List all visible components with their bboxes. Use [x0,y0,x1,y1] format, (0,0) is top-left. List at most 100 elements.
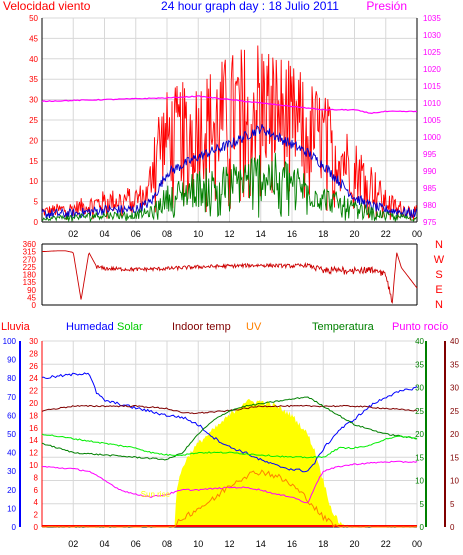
rain-tick-label: 24 [29,374,38,383]
y-tick-label: 25 [29,116,38,125]
humidity-label: Humedad [66,321,114,333]
humidity-tick-label: 50 [7,430,16,439]
y2-tick-label: 1030 [423,31,441,40]
y2-tick-label: 1020 [423,65,441,74]
y2-tick-label: 1025 [423,48,441,57]
wind-speed-title: Velocidad viento [3,0,91,13]
rain-tick-label: 12 [29,449,38,458]
wind-direction-series-line [42,250,418,304]
direction-tick-label: 90 [27,286,36,295]
temperature-panel: 0102030405060708090100024681012141618202… [3,337,460,549]
direction-tick-label: 45 [27,293,36,302]
solar-series-line [41,433,418,459]
y-tick-label: 35 [29,75,38,84]
humidity-tick-label: 90 [7,356,16,365]
x-tick-label: 08 [162,539,172,549]
y2-tick-label: 1005 [423,116,441,125]
wind-average-series-line [41,124,418,219]
x-tick-label: 22 [381,229,391,239]
graph-title: 24 hour graph day : 18 Julio 2011 [161,0,339,13]
y2-tick-label: 1015 [423,82,441,91]
y-tick-label: 30 [29,96,38,105]
dew-point-tick-label: 10 [450,477,459,486]
y2-tick-label: 985 [423,184,437,193]
x-tick-label: 06 [131,539,141,549]
x-tick-label: 14 [256,229,266,239]
wind-gust-series-line [41,45,418,222]
y2-tick-label: 980 [423,201,437,210]
temperature-label: Temperatura [312,321,375,333]
humidity-tick-label: 30 [7,467,16,476]
y2-tick-label: 1010 [423,99,441,108]
humidity-tick-label: 60 [7,411,16,420]
temperature-tick-label: 5 [420,500,425,509]
compass-letter: N [435,299,443,311]
temperature-tick-label: 15 [415,453,424,462]
x-tick-label: 04 [99,539,109,549]
x-tick-label: 18 [318,229,328,239]
humedad-series-line [41,372,418,473]
rain-tick-label: 14 [29,436,38,445]
indoor-temp-series-line [41,404,418,415]
x-tick-label: 14 [256,539,266,549]
temperature-tick-label: 10 [415,477,424,486]
dew-point-tick-label: 0 [450,523,455,532]
x-tick-label: 16 [287,539,297,549]
x-tick-label: 22 [381,539,391,549]
x-tick-label: 10 [193,539,203,549]
x-tick-label: 16 [287,229,297,239]
x-tick-label: 10 [193,229,203,239]
rain-tick-label: 22 [29,387,38,396]
dew-point-label: Punto rocío [392,321,448,333]
sunrise-annotation: Sun rise [141,490,171,499]
dew-point-tick-label: 35 [450,360,459,369]
dew-point-tick-label: 15 [450,453,459,462]
x-tick-label: 00 [412,539,422,549]
direction-tick-label: 315 [23,248,37,257]
x-tick-label: 12 [224,539,234,549]
rain-tick-label: 26 [29,362,38,371]
punto-roc-o-series-line [41,460,418,504]
temperature-tick-label: 40 [415,337,424,346]
direction-tick-label: 270 [23,255,37,264]
x-tick-label: 12 [224,229,234,239]
rain-tick-label: 30 [29,337,38,346]
x-tick-label: 00 [412,229,422,239]
dew-point-tick-label: 30 [450,384,459,393]
rain-tick-label: 10 [29,461,38,470]
y-tick-label: 15 [29,157,38,166]
direction-tick-label: 225 [23,263,37,272]
y-tick-label: 0 [34,218,39,227]
solar-label: Solar [117,321,143,333]
humidity-tick-label: 40 [7,449,16,458]
humidity-tick-label: 80 [7,374,16,383]
temperature-tick-label: 25 [415,407,424,416]
dew-point-tick-label: 20 [450,430,459,439]
y2-tick-label: 975 [423,218,437,227]
y2-tick-label: 995 [423,150,437,159]
humidity-tick-label: 70 [7,393,16,402]
rain-tick-label: 6 [34,486,39,495]
y-tick-label: 40 [29,55,38,64]
pressure-title: Presión [366,0,407,13]
dew-point-tick-label: 25 [450,407,459,416]
temperatura-series-line [41,396,418,461]
compass-letter: S [435,269,442,281]
rain-tick-label: 28 [29,349,38,358]
uv-series-line [41,469,418,528]
rain-tick-label: 16 [29,424,38,433]
humidity-tick-label: 10 [7,504,16,513]
compass-letter: E [435,284,442,296]
x-tick-label: 04 [99,229,109,239]
rain-tick-label: 20 [29,399,38,408]
rain-tick-label: 0 [34,523,39,532]
temperature-tick-label: 30 [415,384,424,393]
solar-radiation-area [42,399,417,527]
temperature-tick-label: 35 [415,360,424,369]
compass-letter: W [434,254,445,266]
uv-label: UV [246,321,262,333]
humidity-tick-label: 20 [7,486,16,495]
y2-tick-label: 1035 [423,14,441,23]
y-tick-label: 10 [29,177,38,186]
